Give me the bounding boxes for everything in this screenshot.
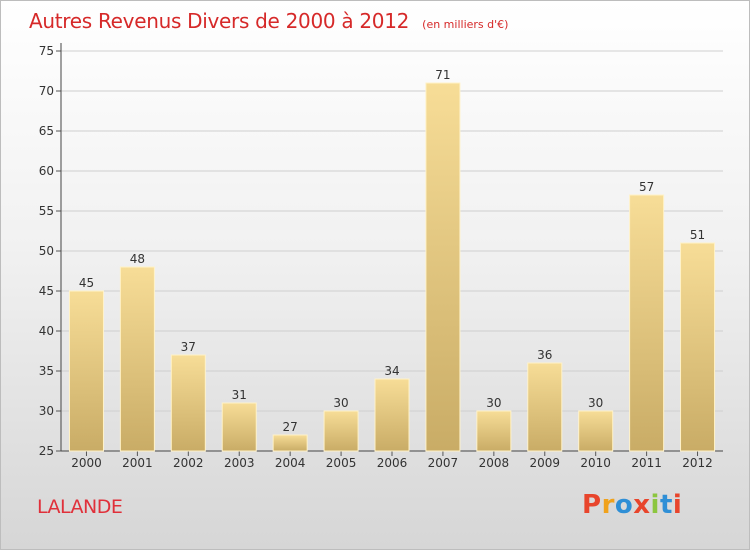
logo-letter: o: [614, 490, 634, 520]
bar-2002: [171, 355, 206, 451]
proxiti-logo[interactable]: Proxiti: [582, 490, 682, 520]
bar-edge-2012: [680, 242, 716, 452]
data-label-2001: 48: [130, 252, 145, 266]
data-label-2007: 71: [435, 68, 450, 82]
y-tick-label-70: 70: [39, 84, 54, 98]
bar-edge-2009: [527, 362, 563, 452]
logo-letter: r: [601, 490, 615, 520]
data-label-2012: 51: [690, 228, 705, 242]
x-tick-label-2004: 2004: [275, 456, 306, 470]
logo-letter: i: [672, 490, 683, 520]
bar-edge-2003: [221, 402, 257, 452]
data-label-2011: 57: [639, 180, 654, 194]
x-tick-label-2008: 2008: [479, 456, 510, 470]
x-tick-label-2000: 2000: [71, 456, 102, 470]
bar-edge-2006: [374, 378, 410, 452]
data-label-2008: 30: [486, 396, 501, 410]
y-tick-label-35: 35: [39, 364, 54, 378]
y-tick-label-60: 60: [39, 164, 54, 178]
x-tick-label-2002: 2002: [173, 456, 204, 470]
x-tick-label-2005: 2005: [326, 456, 357, 470]
bar-2008: [476, 411, 511, 451]
x-tick-label-2007: 2007: [428, 456, 459, 470]
data-label-2005: 30: [333, 396, 348, 410]
commune-label: LALANDE: [37, 496, 123, 518]
bar-edge-2008: [476, 410, 512, 452]
logo-letter: x: [633, 490, 651, 520]
bar-2004: [273, 435, 308, 451]
bar-2007: [425, 83, 460, 451]
y-tick-label-40: 40: [39, 324, 54, 338]
chart-subtitle: (en milliers d'€): [422, 18, 509, 31]
labels: 2000 45 2001 48 2002 37 2003 31 2004 27 2005 30 2006…: [71, 68, 713, 470]
logo-letter: P: [582, 490, 602, 520]
bar-edge-2011: [629, 194, 665, 452]
x-tick-label-2010: 2010: [580, 456, 611, 470]
grid-lines: [61, 50, 723, 412]
bar-edge-2007: [425, 82, 461, 452]
bars: [68, 82, 716, 452]
bar-2009: [527, 363, 562, 451]
title-row: Autres Revenus Divers de 2000 à 2012 (en…: [29, 9, 508, 33]
x-tick-label-2009: 2009: [529, 456, 560, 470]
y-tick-label-50: 50: [39, 244, 54, 258]
data-label-2006: 34: [384, 364, 399, 378]
bar-2010: [578, 411, 613, 451]
y-tick-label-65: 65: [39, 124, 54, 138]
data-label-2002: 37: [181, 340, 196, 354]
bar-2012: [680, 243, 715, 451]
bar-2005: [324, 411, 359, 451]
y-tick-label-30: 30: [39, 404, 54, 418]
y-tick-label-75: 75: [39, 44, 54, 58]
logo-letter: t: [659, 490, 673, 520]
x-tick-label-2012: 2012: [682, 456, 713, 470]
bar-edge-2005: [323, 410, 359, 452]
x-tick-label-2011: 2011: [631, 456, 662, 470]
chart-title: Autres Revenus Divers de 2000 à 2012: [29, 9, 410, 33]
data-label-2000: 45: [79, 276, 94, 290]
x-tick-label-2006: 2006: [377, 456, 408, 470]
y-tick-label-45: 45: [39, 284, 54, 298]
bar-2011: [629, 195, 664, 451]
bar-2000: [69, 291, 104, 451]
data-label-2003: 31: [232, 388, 247, 402]
data-label-2009: 36: [537, 348, 552, 362]
x-tick-label-2003: 2003: [224, 456, 255, 470]
bar-2006: [375, 379, 409, 451]
logo-letter: i: [650, 490, 660, 520]
bar-edge-2001: [119, 266, 155, 452]
data-label-2010: 30: [588, 396, 603, 410]
bar-edge-2000: [68, 290, 104, 452]
x-tick-label-2001: 2001: [122, 456, 153, 470]
data-label-2004: 27: [283, 420, 298, 434]
bar-2001: [120, 267, 155, 451]
bar-edge-2004: [272, 434, 308, 452]
y-tick-label-55: 55: [39, 204, 54, 218]
bar-2003: [222, 403, 257, 451]
y-tick-label-25: 25: [39, 444, 54, 458]
bar-edge-2010: [578, 410, 614, 452]
bar-edge-2002: [170, 354, 206, 452]
